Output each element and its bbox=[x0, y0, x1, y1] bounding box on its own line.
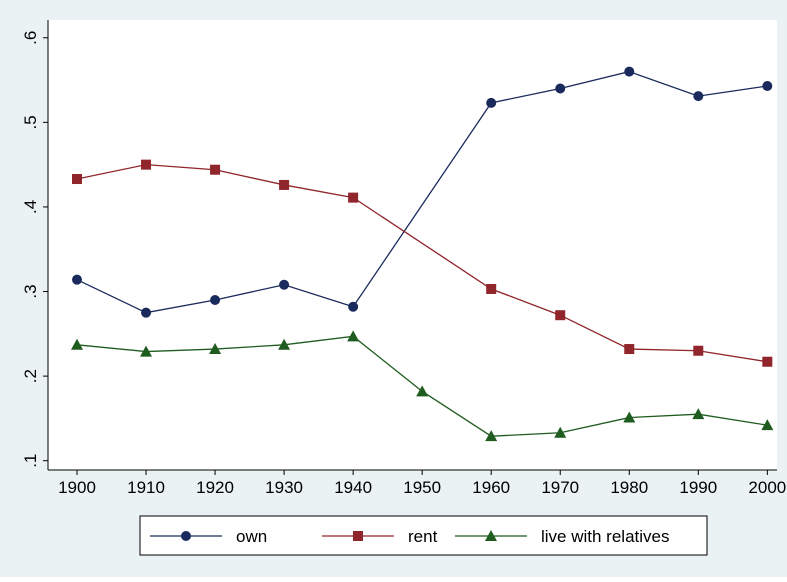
marker bbox=[485, 530, 497, 541]
marker bbox=[762, 356, 773, 367]
marker bbox=[555, 310, 566, 321]
marker bbox=[348, 192, 359, 203]
y-tick-label: .3 bbox=[21, 284, 40, 298]
y-tick-label: .2 bbox=[21, 369, 40, 383]
y-tick-label: .1 bbox=[21, 454, 40, 468]
x-tick-label: 1940 bbox=[334, 478, 372, 497]
x-tick-label: 1910 bbox=[127, 478, 165, 497]
x-tick-label: 1930 bbox=[265, 478, 303, 497]
legend bbox=[139, 515, 708, 556]
marker bbox=[693, 91, 704, 102]
marker bbox=[353, 531, 363, 541]
y-tick-label: .4 bbox=[21, 200, 40, 214]
marker bbox=[210, 164, 221, 175]
series-line bbox=[76, 163, 768, 363]
plot-area bbox=[48, 20, 777, 470]
y-tick-label: .5 bbox=[21, 115, 40, 129]
marker bbox=[70, 338, 83, 350]
marker bbox=[416, 385, 429, 397]
marker bbox=[692, 408, 705, 420]
marker bbox=[278, 338, 291, 350]
series-line bbox=[76, 70, 768, 314]
marker bbox=[347, 330, 360, 342]
marker bbox=[486, 283, 497, 294]
y-tick-label: .6 bbox=[21, 31, 40, 45]
marker bbox=[209, 343, 222, 355]
marker bbox=[141, 159, 152, 170]
marker bbox=[71, 174, 82, 185]
legend-label: own bbox=[236, 527, 267, 546]
marker bbox=[624, 344, 635, 355]
x-tick-label: 1970 bbox=[541, 478, 579, 497]
marker bbox=[486, 97, 497, 108]
marker bbox=[762, 80, 773, 91]
marker bbox=[140, 345, 153, 357]
x-tick-label: 1980 bbox=[610, 478, 648, 497]
marker bbox=[71, 274, 82, 285]
marker bbox=[348, 301, 359, 312]
marker bbox=[279, 179, 290, 190]
x-tick-label: 1960 bbox=[472, 478, 510, 497]
marker bbox=[693, 345, 704, 356]
legend-label: rent bbox=[408, 527, 438, 546]
x-tick-label: 1950 bbox=[403, 478, 441, 497]
marker bbox=[485, 430, 498, 442]
marker bbox=[623, 411, 636, 423]
marker bbox=[181, 531, 191, 541]
marker bbox=[141, 307, 152, 318]
x-tick-label: 2000 bbox=[748, 478, 786, 497]
marker bbox=[761, 419, 774, 431]
marker bbox=[279, 279, 290, 290]
x-tick-label: 1900 bbox=[58, 478, 96, 497]
x-tick-label: 1990 bbox=[679, 478, 717, 497]
marker bbox=[210, 294, 221, 305]
x-tick-label: 1920 bbox=[196, 478, 234, 497]
marker bbox=[554, 426, 567, 438]
marker bbox=[555, 83, 566, 94]
legend-label: live with relatives bbox=[541, 527, 670, 546]
marker bbox=[624, 66, 635, 77]
